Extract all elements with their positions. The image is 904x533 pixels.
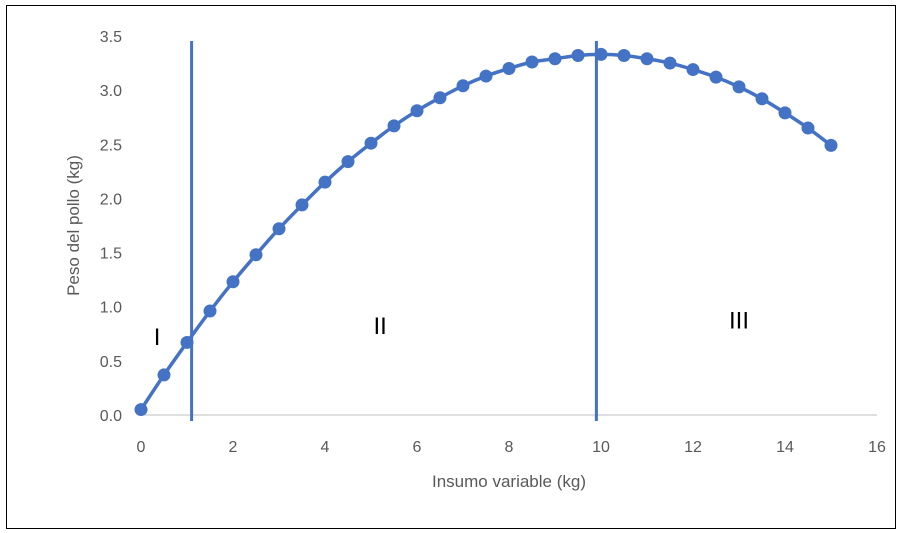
region-label: III	[729, 308, 749, 335]
y-tick-label: 2.0	[100, 191, 122, 208]
x-tick-label: 6	[413, 439, 422, 456]
data-point	[341, 155, 355, 169]
region-label: I	[154, 324, 161, 351]
data-point	[479, 69, 493, 83]
y-axis-title: Peso del pollo (kg)	[64, 155, 83, 296]
x-tick-label: 2	[229, 439, 238, 456]
data-point	[686, 63, 700, 77]
data-point	[640, 52, 654, 66]
data-point	[617, 48, 631, 62]
x-axis-title: Insumo variable (kg)	[432, 472, 586, 491]
data-point	[594, 47, 608, 61]
data-point	[709, 70, 723, 84]
y-tick-label: 3.5	[100, 29, 122, 46]
data-point	[157, 368, 171, 382]
x-tick-label: 12	[684, 439, 702, 456]
x-tick-label: 0	[137, 439, 146, 456]
region-labels: I II III	[154, 308, 749, 351]
y-tick-label: 3.0	[100, 83, 122, 100]
data-point	[732, 80, 746, 94]
data-point	[364, 136, 378, 150]
data-point	[226, 275, 240, 289]
data-point	[318, 175, 332, 189]
series-line	[139, 52, 833, 411]
x-axis-ticks: 0 2 4 6 8 10 12 14 16	[137, 439, 886, 456]
data-point	[571, 48, 585, 62]
data-point	[295, 198, 309, 212]
y-tick-label: 2.5	[100, 137, 122, 154]
y-tick-label: 0.5	[100, 354, 122, 371]
x-tick-label: 16	[868, 439, 886, 456]
x-tick-label: 10	[592, 439, 610, 456]
data-point	[663, 56, 677, 70]
data-point	[456, 79, 470, 93]
y-axis-ticks: 0.0 0.5 1.0 1.5 2.0 2.5 3.0 3.5	[100, 29, 122, 425]
data-point	[778, 106, 792, 120]
x-tick-label: 14	[776, 439, 794, 456]
region-label: II	[374, 313, 387, 340]
data-point	[272, 222, 286, 236]
y-tick-label: 1.5	[100, 246, 122, 263]
data-point	[433, 91, 447, 105]
data-point	[203, 304, 217, 318]
data-point	[548, 52, 562, 66]
data-point	[824, 138, 838, 152]
y-tick-label: 1.0	[100, 300, 122, 317]
y-tick-label: 0.0	[100, 408, 122, 425]
x-tick-label: 8	[505, 439, 514, 456]
region-dividers	[190, 41, 598, 421]
data-point	[755, 92, 769, 106]
data-point	[249, 248, 263, 262]
x-tick-label: 4	[321, 439, 330, 456]
data-point	[525, 55, 539, 69]
data-point	[387, 119, 401, 133]
series-points	[134, 47, 838, 417]
data-point	[134, 403, 148, 417]
data-point	[410, 104, 424, 118]
data-point	[502, 61, 516, 75]
data-point	[801, 121, 815, 135]
data-point	[180, 335, 194, 349]
